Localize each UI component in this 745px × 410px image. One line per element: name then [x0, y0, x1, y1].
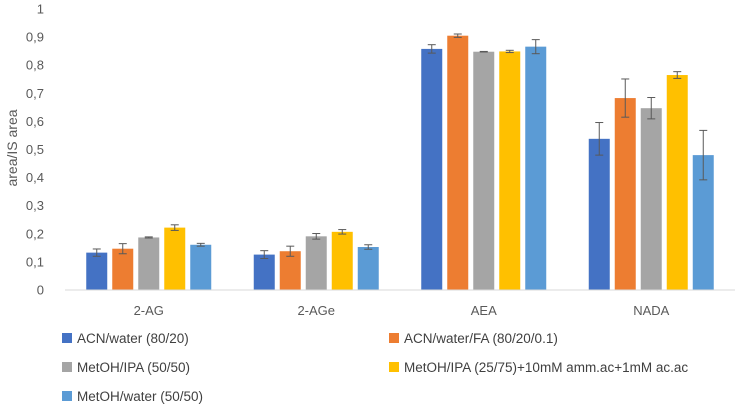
- error-bars: [92, 33, 708, 260]
- y-axis-label: area/IS area: [4, 109, 20, 186]
- bar-1-2-age: [253, 254, 275, 290]
- bar-3-2-age: [305, 236, 327, 290]
- error-bar: [312, 233, 321, 240]
- bar-4-2-age: [331, 231, 353, 290]
- legend-label: MetOH/water (50/50): [77, 389, 203, 404]
- bar-1-2-ag: [86, 252, 108, 290]
- error-bar: [673, 71, 682, 79]
- y-tick-label: 0,8: [26, 58, 44, 73]
- error-bar: [92, 248, 101, 257]
- error-bar: [595, 122, 604, 156]
- error-bar: [364, 244, 373, 250]
- error-bar: [144, 236, 153, 239]
- y-tick-label: 0,4: [26, 170, 44, 185]
- error-bar: [286, 245, 295, 257]
- y-tick-label: 0,3: [26, 198, 44, 213]
- error-bar: [338, 229, 347, 235]
- bar-2-2-ag: [112, 248, 134, 290]
- legend-swatch: [62, 333, 72, 343]
- legend-item: ACN/water/FA (80/20/0.1): [389, 331, 558, 346]
- y-tick-label: 1: [37, 2, 44, 17]
- error-bar: [699, 129, 708, 181]
- error-bar: [647, 97, 656, 120]
- error-bar: [427, 44, 436, 54]
- legend-label: ACN/water/FA (80/20/0.1): [404, 331, 558, 346]
- error-bar: [505, 49, 514, 54]
- error-bar: [118, 243, 127, 255]
- error-bar: [621, 78, 630, 118]
- bar-5-aea: [525, 46, 547, 291]
- legend-label: MetOH/IPA (50/50): [77, 360, 190, 375]
- legend-label: MetOH/IPA (25/75)+10mM amm.ac+1mM ac.ac: [404, 360, 688, 375]
- legend-label: ACN/water (80/20): [77, 331, 189, 346]
- bar-4-2-ag: [164, 227, 186, 290]
- error-bar: [531, 39, 540, 55]
- y-tick-label: 0,9: [26, 30, 44, 45]
- x-tick-label: NADA: [633, 303, 669, 318]
- error-bar: [170, 224, 179, 231]
- bar-5-2-age: [357, 247, 379, 290]
- y-tick-label: 0,2: [26, 226, 44, 241]
- legend-item: MetOH/IPA (25/75)+10mM amm.ac+1mM ac.ac: [389, 360, 688, 375]
- bar-3-2-ag: [138, 237, 160, 290]
- bars: [86, 35, 714, 291]
- bar-1-nada: [588, 138, 610, 290]
- x-axis-ticks: 2-AG 2-AGe AEA NADA: [134, 303, 670, 318]
- legend-swatch: [389, 362, 399, 372]
- x-tick-label: 2-AGe: [297, 303, 335, 318]
- bar-3-aea: [473, 51, 495, 290]
- error-bar: [479, 50, 488, 53]
- y-tick-label: 0,7: [26, 86, 44, 101]
- y-tick-label: 0,5: [26, 142, 44, 157]
- legend-swatch: [62, 391, 72, 401]
- legend-item: MetOH/water (50/50): [62, 389, 203, 404]
- bar-2-aea: [447, 35, 469, 290]
- y-axis-ticks: 0 0,1 0,2 0,3 0,4 0,5 0,6 0,7 0,8 0,9 1: [26, 2, 44, 298]
- error-bar: [260, 250, 269, 260]
- legend-item: ACN/water (80/20): [62, 331, 189, 346]
- y-tick-label: 0,1: [26, 254, 44, 269]
- legend: ACN/water (80/20) ACN/water/FA (80/20/0.1…: [62, 331, 688, 404]
- bar-3-nada: [640, 108, 662, 291]
- legend-swatch: [62, 362, 72, 372]
- y-tick-label: 0: [37, 283, 44, 298]
- bar-1-aea: [421, 48, 443, 290]
- bar-5-2-ag: [190, 244, 212, 290]
- bar-4-aea: [499, 51, 521, 290]
- bar-2-nada: [614, 98, 636, 291]
- x-tick-label: 2-AG: [134, 303, 164, 318]
- y-tick-label: 0,6: [26, 114, 44, 129]
- error-bar: [196, 242, 205, 247]
- bar-4-nada: [666, 75, 688, 290]
- bar-5-nada: [692, 155, 714, 290]
- bar-2-2-age: [279, 251, 301, 290]
- x-tick-label: AEA: [471, 303, 497, 318]
- legend-item: MetOH/IPA (50/50): [62, 360, 190, 375]
- error-bar: [453, 33, 462, 38]
- legend-swatch: [389, 333, 399, 343]
